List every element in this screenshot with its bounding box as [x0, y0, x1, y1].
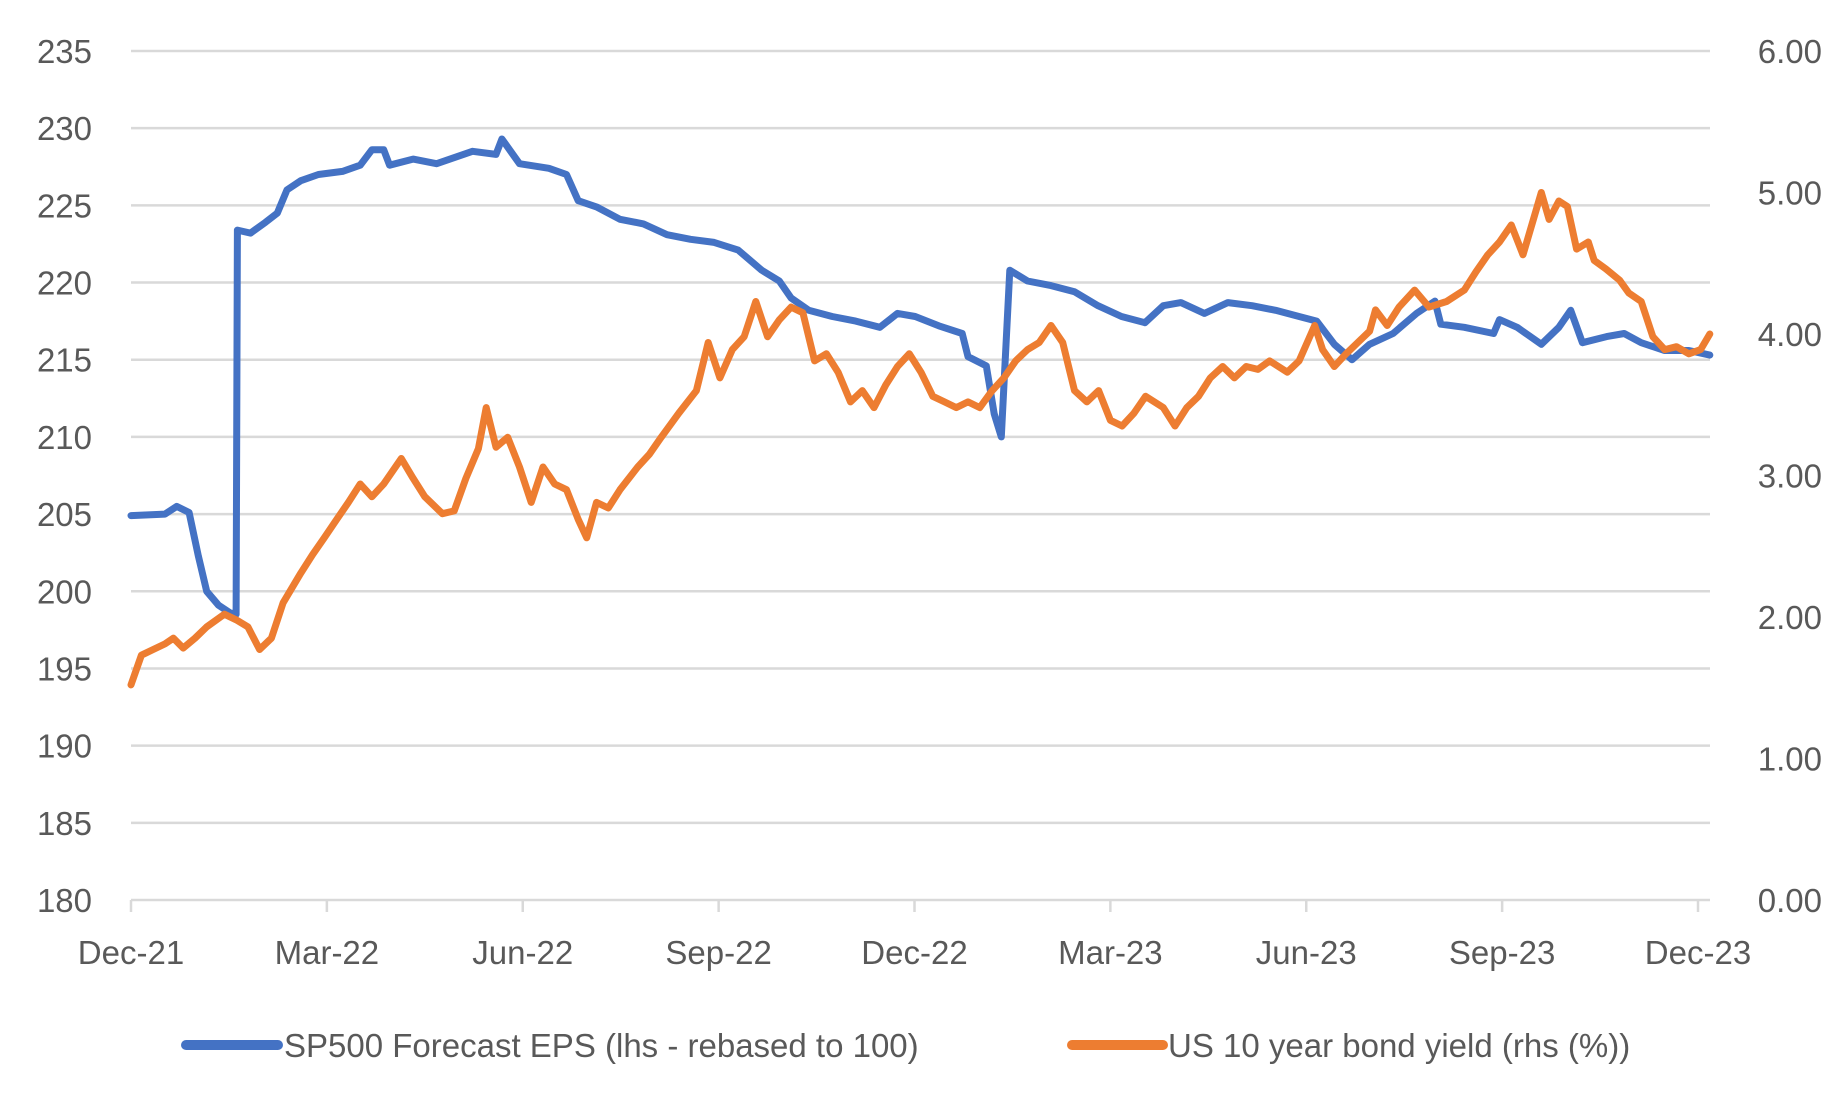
y2-tick-label: 6.00 [1758, 33, 1822, 70]
y-axis-left-labels: 180 185 190 195 200 205 210 215 220 225 230 235 [37, 33, 92, 919]
y2-tick-label: 2.00 [1758, 599, 1822, 636]
y-tick-label: 195 [37, 650, 92, 687]
series-lines [127, 135, 1714, 689]
y2-tick-label: 0.00 [1758, 882, 1822, 919]
y2-tick-label: 5.00 [1758, 175, 1822, 212]
x-tick-label: Dec-21 [78, 934, 184, 971]
legend-item-eps[interactable]: SP500 Forecast EPS (lhs - rebased to 100… [181, 1027, 919, 1064]
x-tick-label: Jun-22 [472, 934, 573, 971]
legend-item-yield[interactable]: US 10 year bond yield (rhs (%)) [1067, 1027, 1630, 1064]
y-tick-label: 190 [37, 728, 92, 765]
y-tick-label: 210 [37, 419, 92, 456]
y-tick-label: 215 [37, 342, 92, 379]
y-tick-label: 185 [37, 805, 92, 842]
x-tick-label: Dec-22 [861, 934, 967, 971]
x-tick-label: Mar-22 [275, 934, 380, 971]
legend: SP500 Forecast EPS (lhs - rebased to 100… [181, 1027, 1630, 1064]
gridlines [131, 49, 1710, 902]
y2-tick-label: 4.00 [1758, 316, 1822, 353]
y-tick-label: 205 [37, 496, 92, 533]
x-axis-ticks [129, 900, 1700, 912]
y2-tick-label: 3.00 [1758, 458, 1822, 495]
x-axis-labels: Dec-21 Mar-22 Jun-22 Sep-22 Dec-22 Mar-23 Jun-… [78, 934, 1751, 971]
y-tick-label: 220 [37, 265, 92, 302]
x-tick-label: Dec-23 [1645, 934, 1751, 971]
series-line-eps [127, 135, 1714, 618]
y-tick-label: 225 [37, 187, 92, 224]
x-tick-label: Sep-23 [1449, 934, 1555, 971]
y-tick-label: 235 [37, 33, 92, 70]
legend-label-yield: US 10 year bond yield (rhs (%)) [1168, 1027, 1630, 1064]
y-axis-right-labels: 0.00 1.00 2.00 3.00 4.00 5.00 6.00 [1758, 33, 1822, 919]
y2-tick-label: 1.00 [1758, 741, 1822, 778]
x-tick-label: Jun-23 [1256, 934, 1357, 971]
x-tick-label: Mar-23 [1058, 934, 1163, 971]
legend-label-eps: SP500 Forecast EPS (lhs - rebased to 100… [284, 1027, 919, 1064]
x-tick-label: Sep-22 [665, 934, 771, 971]
series-line-yield [127, 189, 1714, 689]
y-tick-label: 230 [37, 110, 92, 147]
y-tick-label: 180 [37, 882, 92, 919]
y-tick-label: 200 [37, 573, 92, 610]
